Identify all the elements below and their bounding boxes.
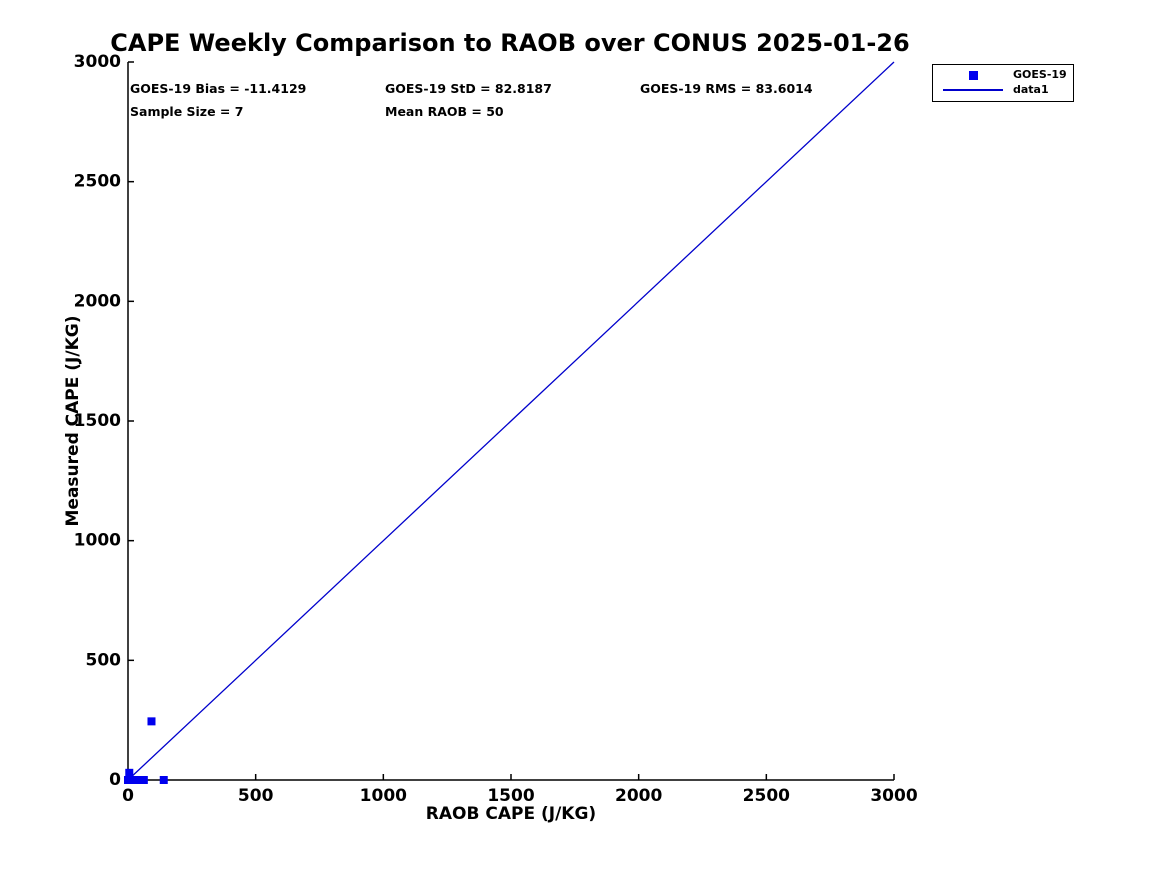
y-tick-label: 2000	[74, 291, 121, 311]
y-tick-label: 3000	[74, 52, 121, 72]
chart-title: CAPE Weekly Comparison to RAOB over CONU…	[110, 29, 910, 57]
legend-square-marker-icon	[969, 71, 978, 80]
data-point-marker	[147, 717, 156, 726]
data-point-marker	[125, 768, 134, 777]
identity-line	[127, 61, 895, 781]
y-tick-label: 0	[109, 770, 121, 790]
y-tick-label: 2500	[74, 172, 121, 192]
legend-label-data1: data1	[1013, 83, 1049, 96]
stat-bias: GOES-19 Bias = -11.4129	[130, 81, 307, 96]
x-tick-label: 1000	[360, 786, 407, 806]
x-tick-label: 0	[122, 786, 134, 806]
x-tick-label: 1500	[487, 786, 534, 806]
legend-box: GOES-19 data1	[932, 64, 1074, 102]
x-axis-label: RAOB CAPE (J/KG)	[426, 804, 596, 824]
y-tick-label: 1500	[74, 411, 121, 431]
stat-rms: GOES-19 RMS = 83.6014	[640, 81, 813, 96]
y-tick-label: 1000	[74, 531, 121, 551]
stat-sample-size: Sample Size = 7	[130, 104, 244, 119]
x-tick-label: 500	[238, 786, 274, 806]
stat-std: GOES-19 StD = 82.8187	[385, 81, 552, 96]
data-point-marker	[124, 776, 132, 784]
data-point-marker	[159, 776, 168, 784]
data-point-marker	[139, 776, 148, 784]
x-tick-label: 3000	[870, 786, 917, 806]
y-tick-label: 500	[86, 650, 122, 670]
x-tick-label: 2500	[743, 786, 790, 806]
legend-line-sample-icon	[943, 89, 1003, 91]
x-tick-label: 2000	[615, 786, 662, 806]
data-point-marker	[132, 776, 141, 784]
y-axis-label: Measured CAPE (J/KG)	[63, 316, 83, 527]
stat-mean-raob: Mean RAOB = 50	[385, 104, 504, 119]
legend-label-goes19: GOES-19	[1013, 68, 1067, 81]
